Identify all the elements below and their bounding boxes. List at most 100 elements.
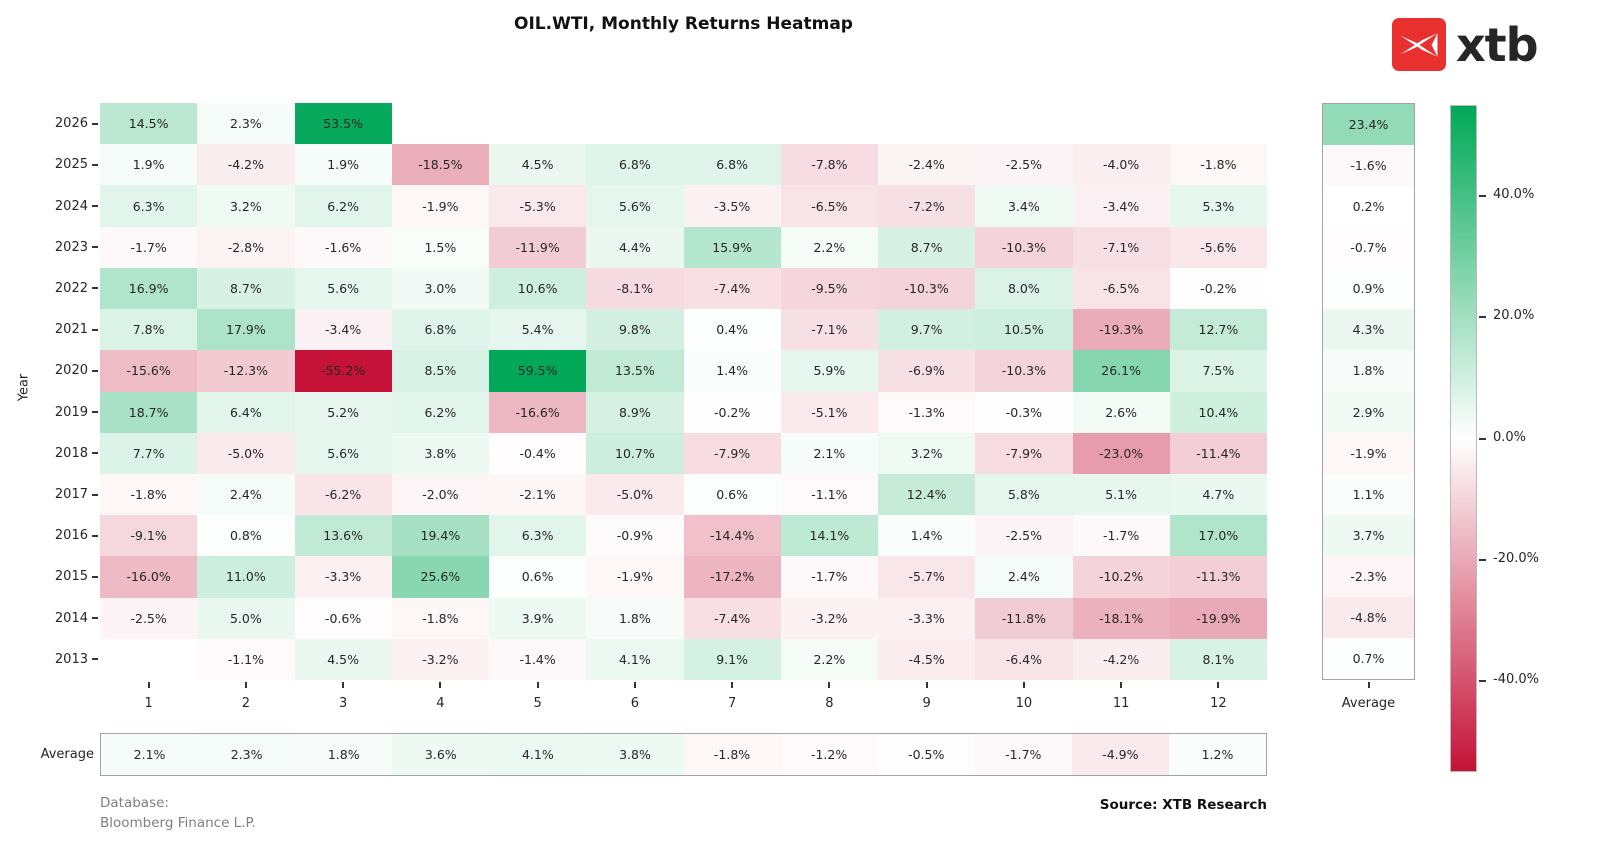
heatmap-cell: -1.8% (391, 597, 489, 639)
average-row-cell: 2.1% (101, 734, 199, 775)
heatmap-cell: -7.1% (780, 309, 878, 351)
database-note-line2: Bloomberg Finance L.P. (100, 815, 256, 831)
heatmap-cell: -7.2% (878, 185, 976, 227)
heatmap-cell: -18.1% (1072, 597, 1170, 639)
average-row-cell: 1.8% (295, 734, 393, 775)
average-column-cell: 3.7% (1323, 514, 1414, 556)
heatmap-cell: 6.8% (683, 144, 781, 186)
heatmap-cell: 18.7% (100, 391, 198, 433)
heatmap-cell: 6.4% (197, 391, 295, 433)
y-tick-mark (92, 658, 98, 661)
x-tick-label: 3 (338, 696, 348, 711)
colorbar-tick-mark (1479, 316, 1486, 319)
heatmap-cell: 8.9% (586, 391, 684, 433)
heatmap-cell: 26.1% (1072, 350, 1170, 392)
heatmap-cell: -4.2% (197, 144, 295, 186)
heatmap-cell: -16.0% (100, 556, 198, 598)
y-tick-label: 2017 (54, 487, 88, 503)
average-column-cell: 1.1% (1323, 473, 1414, 515)
average-column-grid: 23.4% -1.6% 0.2% -0.7% 0.9% 4.3% 1.8% 2.9% -1.9%… (1322, 103, 1415, 680)
average-column-cell: 23.4% (1323, 104, 1414, 146)
heatmap-cell: -1.8% (100, 473, 198, 516)
y-tick-label: 2020 (54, 363, 88, 379)
average-column-tick-mark (1367, 682, 1370, 688)
x-tick-mark (731, 682, 734, 688)
heatmap-cell: -4.5% (878, 638, 976, 680)
xtb-logo-text: xtb (1456, 17, 1539, 72)
average-column-cell: 1.8% (1323, 350, 1414, 392)
average-column-cell: -2.3% (1323, 555, 1414, 597)
heatmap-cell: 7.8% (100, 309, 198, 351)
heatmap-cell: -1.6% (294, 226, 392, 268)
heatmap-cell: -1.1% (197, 638, 295, 680)
heatmap-cell: 5.6% (294, 432, 392, 474)
database-note-line1: Database: (100, 795, 169, 811)
heatmap-cell (975, 103, 1072, 144)
average-column-cell: -1.9% (1323, 432, 1414, 474)
heatmap-cell: 4.5% (294, 638, 392, 680)
x-tick-mark (1217, 682, 1220, 688)
heatmap-cell: 0.6% (489, 556, 587, 598)
colorbar (1450, 105, 1477, 772)
heatmap-cell: -19.3% (1072, 309, 1170, 351)
x-tick-label: 11 (1112, 696, 1130, 711)
heatmap-cell: 5.3% (1169, 185, 1267, 227)
average-row-cell: -1.7% (974, 734, 1072, 775)
heatmap-cell: -12.3% (197, 350, 295, 392)
heatmap-cell: -5.0% (586, 473, 684, 516)
heatmap-cell: -7.1% (1072, 226, 1170, 268)
heatmap-cell: 5.6% (586, 185, 684, 227)
heatmap-cell: 3.4% (975, 185, 1073, 227)
average-column-cell: 2.9% (1323, 391, 1414, 433)
y-tick-mark (92, 493, 98, 496)
x-tick-mark (1120, 682, 1123, 688)
heatmap-cell: -10.3% (975, 226, 1073, 268)
heatmap-cell: 9.1% (683, 638, 781, 680)
heatmap-cell: -0.9% (586, 515, 684, 557)
y-tick-mark (92, 411, 98, 414)
y-tick-mark (92, 369, 98, 372)
average-column-cell: -0.7% (1323, 227, 1414, 269)
heatmap-cell: -17.2% (683, 556, 781, 598)
heatmap-cell: 2.2% (780, 638, 878, 680)
heatmap-cell: 8.5% (391, 350, 489, 392)
heatmap-cell (100, 639, 197, 680)
heatmap-cell: -1.8% (1169, 144, 1267, 186)
heatmap-cell: -2.1% (489, 473, 587, 516)
heatmap-cell: 13.5% (586, 350, 684, 392)
average-column-cell: -1.6% (1323, 145, 1414, 187)
x-tick-label: 5 (533, 696, 542, 711)
heatmap-cell (586, 103, 683, 144)
heatmap-cell: -1.7% (100, 226, 198, 268)
heatmap-cell (878, 103, 975, 144)
database-note: Database: Bloomberg Finance L.P. (100, 793, 256, 833)
heatmap-cell: -2.0% (391, 473, 489, 516)
heatmap-cell: 59.5% (489, 350, 587, 392)
heatmap-cell: 19.4% (391, 515, 489, 557)
y-tick-label: 2016 (54, 528, 88, 544)
x-tick-mark (536, 682, 539, 688)
heatmap-cell: 25.6% (391, 556, 489, 598)
colorbar-tick-mark (1479, 680, 1486, 683)
y-tick-label: 2023 (54, 239, 88, 255)
average-column-label: Average (1341, 696, 1396, 711)
heatmap-cell: -3.2% (780, 597, 878, 639)
heatmap-cell: -0.2% (1169, 267, 1267, 310)
x-tick-label: 9 (922, 696, 931, 711)
heatmap-cell: 4.1% (586, 638, 684, 680)
source-note: Source: XTB Research (1099, 797, 1267, 813)
heatmap-cell: 10.4% (1169, 391, 1267, 433)
heatmap-cell: 8.7% (197, 267, 295, 310)
average-column-cell: 0.2% (1323, 186, 1414, 228)
heatmap-cell: 9.8% (586, 309, 684, 351)
heatmap-cell: -1.7% (780, 556, 878, 598)
average-row-cell: 4.1% (489, 734, 587, 775)
heatmap-cell: -3.4% (294, 309, 392, 351)
heatmap-cell: 1.8% (586, 597, 684, 639)
x-tick-label: 12 (1210, 696, 1227, 711)
y-tick-label: 2025 (54, 157, 88, 173)
heatmap-cell: 14.5% (100, 103, 198, 145)
average-row-cell: 3.6% (392, 734, 490, 775)
colorbar-tick-label: 40.0% (1493, 186, 1535, 202)
heatmap-cell: -5.3% (489, 185, 587, 227)
